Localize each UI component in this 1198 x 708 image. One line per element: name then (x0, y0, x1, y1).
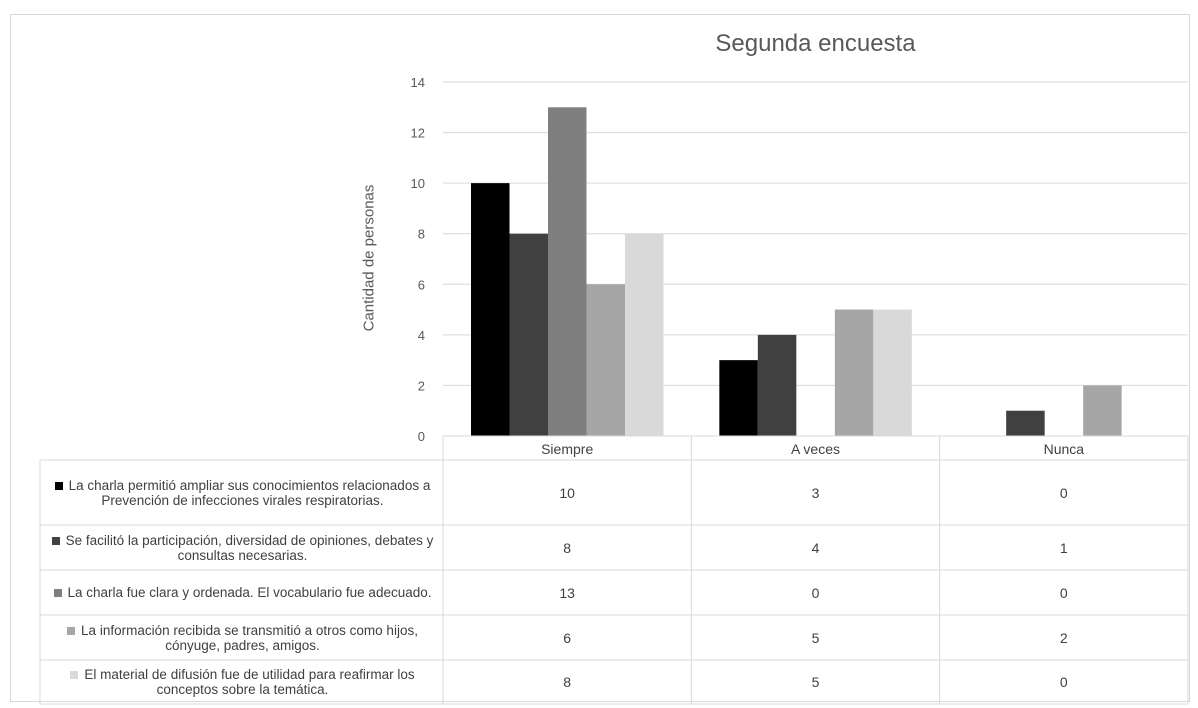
legend-entry: La información recibida se transmitió a … (40, 615, 443, 660)
legend-swatch (51, 536, 60, 545)
legend-label: La charla fue clara y ordenada. El vocab… (67, 585, 432, 600)
bar (625, 233, 664, 436)
data-label: 10 (559, 484, 575, 501)
y-tick-label: 14 (411, 75, 425, 90)
legend-label: El material de difusión fue de utilidad … (84, 667, 415, 697)
bar (509, 233, 548, 436)
bar (586, 284, 625, 436)
bar (1083, 385, 1122, 436)
data-label: 0 (811, 584, 820, 601)
legend-entry: Se facilitó la participación, diversidad… (40, 525, 443, 570)
data-label: 3 (811, 484, 820, 501)
legend-label: La charla permitió ampliar sus conocimie… (68, 477, 431, 508)
legend-swatch (67, 626, 76, 635)
data-label: 2 (1059, 629, 1068, 646)
data-label: 1 (1059, 539, 1068, 556)
legend-label: Se facilitó la participación, diversidad… (65, 532, 434, 563)
legend-swatch (54, 481, 63, 490)
y-tick-label: 8 (418, 227, 425, 242)
data-label: 5 (811, 629, 820, 646)
legend-entry: La charla permitió ampliar sus conocimie… (40, 460, 443, 525)
y-tick-label: 6 (418, 277, 425, 292)
legend-label: La información recibida se transmitió a … (81, 622, 418, 653)
bar (1006, 410, 1045, 436)
y-tick-label: 10 (411, 176, 425, 191)
y-tick-label: 0 (418, 429, 425, 444)
data-label: 6 (563, 629, 572, 646)
y-tick-label: 12 (411, 126, 425, 141)
data-label: 0 (1059, 584, 1068, 601)
data-label: 13 (559, 584, 575, 601)
legend-swatch (70, 671, 79, 680)
data-label: 0 (1059, 484, 1068, 501)
bar (757, 334, 797, 436)
data-label: 4 (811, 539, 820, 556)
bar (873, 309, 912, 436)
x-category-label: A veces (790, 440, 840, 457)
y-tick-label: 2 (418, 378, 425, 393)
legend-entry: La charla fue clara y ordenada. El vocab… (40, 570, 443, 615)
data-label: 8 (563, 674, 572, 690)
x-category-label: Nunca (1043, 440, 1085, 457)
data-label: 8 (563, 539, 572, 556)
x-category-label: Siempre (541, 440, 594, 457)
chart-title: Segunda encuesta (715, 30, 916, 57)
bar (471, 183, 510, 436)
y-tick-label: 4 (418, 328, 425, 343)
legend-swatch (53, 589, 62, 598)
data-label: 0 (1059, 674, 1068, 690)
bar (719, 360, 758, 436)
data-label: 5 (811, 674, 820, 690)
chart-frame (10, 14, 1190, 702)
bar (834, 309, 874, 436)
bar (548, 107, 587, 437)
legend-entry: El material de difusión fue de utilidad … (40, 660, 443, 704)
